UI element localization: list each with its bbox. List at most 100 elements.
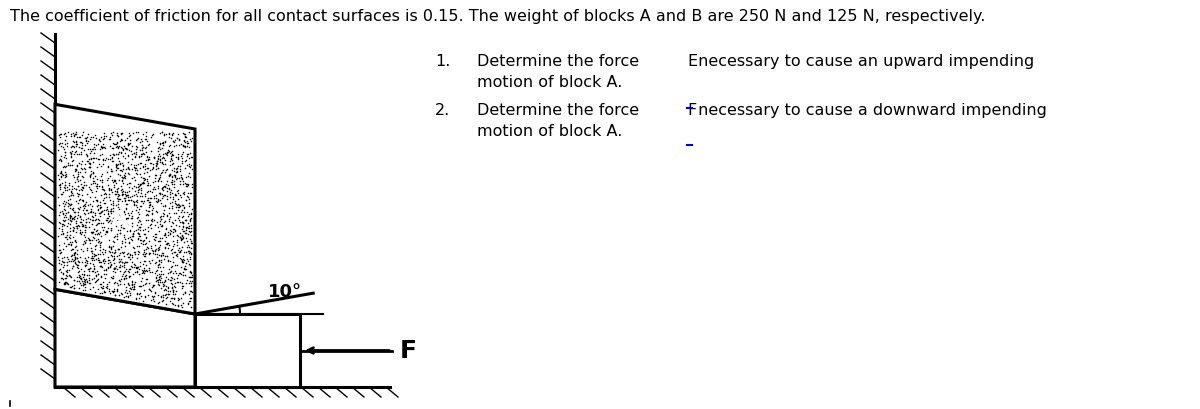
Point	[58, 269, 77, 276]
Point	[107, 188, 126, 195]
Point	[85, 243, 104, 249]
Point	[127, 269, 146, 276]
Point	[59, 203, 78, 210]
Point	[175, 289, 194, 295]
Point	[118, 279, 137, 286]
Point	[61, 204, 80, 211]
Point	[92, 182, 112, 189]
Point	[73, 282, 92, 288]
Text: A: A	[110, 209, 130, 234]
Point	[113, 273, 132, 279]
Point	[162, 181, 181, 187]
Point	[61, 131, 80, 137]
Point	[163, 193, 182, 200]
Point	[112, 208, 131, 215]
Point	[160, 227, 179, 234]
Point	[64, 207, 83, 213]
Point	[132, 237, 151, 243]
Point	[116, 206, 136, 212]
Point	[56, 210, 76, 217]
Point	[95, 143, 114, 150]
Point	[112, 191, 131, 198]
Point	[158, 290, 178, 297]
Point	[116, 204, 136, 211]
Point	[146, 192, 166, 198]
Point	[65, 209, 84, 216]
Point	[112, 244, 131, 250]
Point	[90, 137, 109, 143]
Point	[127, 254, 146, 261]
Text: F: F	[686, 103, 696, 118]
Point	[128, 218, 148, 225]
Point	[167, 204, 186, 211]
Point	[132, 184, 151, 191]
Point	[152, 250, 172, 256]
Point	[182, 274, 202, 281]
Point	[64, 263, 83, 270]
Point	[181, 283, 200, 289]
Point	[170, 255, 190, 261]
Point	[138, 142, 157, 148]
Point	[84, 155, 103, 161]
Point	[53, 180, 72, 187]
Point	[155, 218, 174, 225]
Point	[65, 277, 84, 284]
Point	[116, 174, 136, 181]
Point	[85, 209, 104, 216]
Point	[83, 229, 102, 236]
Point	[173, 258, 192, 264]
Point	[88, 268, 107, 274]
Point	[66, 139, 85, 145]
Point	[76, 201, 95, 208]
Point	[144, 283, 163, 290]
Point	[175, 290, 194, 296]
Point	[179, 301, 198, 308]
Point	[67, 131, 86, 138]
Point	[169, 295, 188, 302]
Point	[150, 228, 169, 234]
Point	[124, 249, 143, 256]
Point	[74, 278, 94, 284]
Point	[61, 274, 80, 280]
Point	[149, 264, 168, 270]
Point	[83, 268, 102, 274]
Point	[73, 183, 92, 190]
Point	[161, 153, 180, 160]
Point	[64, 282, 83, 289]
Point	[149, 245, 168, 252]
Point	[121, 263, 140, 269]
Point	[173, 219, 192, 226]
Point	[86, 197, 106, 203]
Point	[151, 285, 170, 292]
Point	[146, 162, 166, 169]
Point	[152, 144, 172, 151]
Point	[101, 259, 120, 265]
Point	[67, 255, 86, 262]
Point	[92, 178, 112, 185]
Point	[132, 173, 151, 180]
Point	[74, 210, 94, 216]
Point	[128, 282, 148, 289]
Point	[143, 165, 162, 172]
Point	[102, 145, 121, 152]
Point	[156, 202, 175, 209]
Point	[104, 265, 124, 272]
Point	[114, 259, 133, 266]
Point	[107, 166, 126, 173]
Point	[60, 201, 79, 207]
Point	[48, 254, 67, 261]
Point	[76, 262, 95, 269]
Point	[83, 250, 102, 257]
Point	[107, 223, 126, 230]
Point	[120, 268, 139, 275]
Point	[102, 273, 121, 280]
Point	[161, 171, 180, 178]
Point	[77, 276, 96, 282]
Point	[85, 179, 104, 186]
Point	[116, 275, 136, 281]
Point	[176, 234, 196, 241]
Point	[106, 233, 125, 239]
Point	[139, 199, 158, 205]
Point	[179, 202, 198, 209]
Point	[154, 160, 173, 167]
